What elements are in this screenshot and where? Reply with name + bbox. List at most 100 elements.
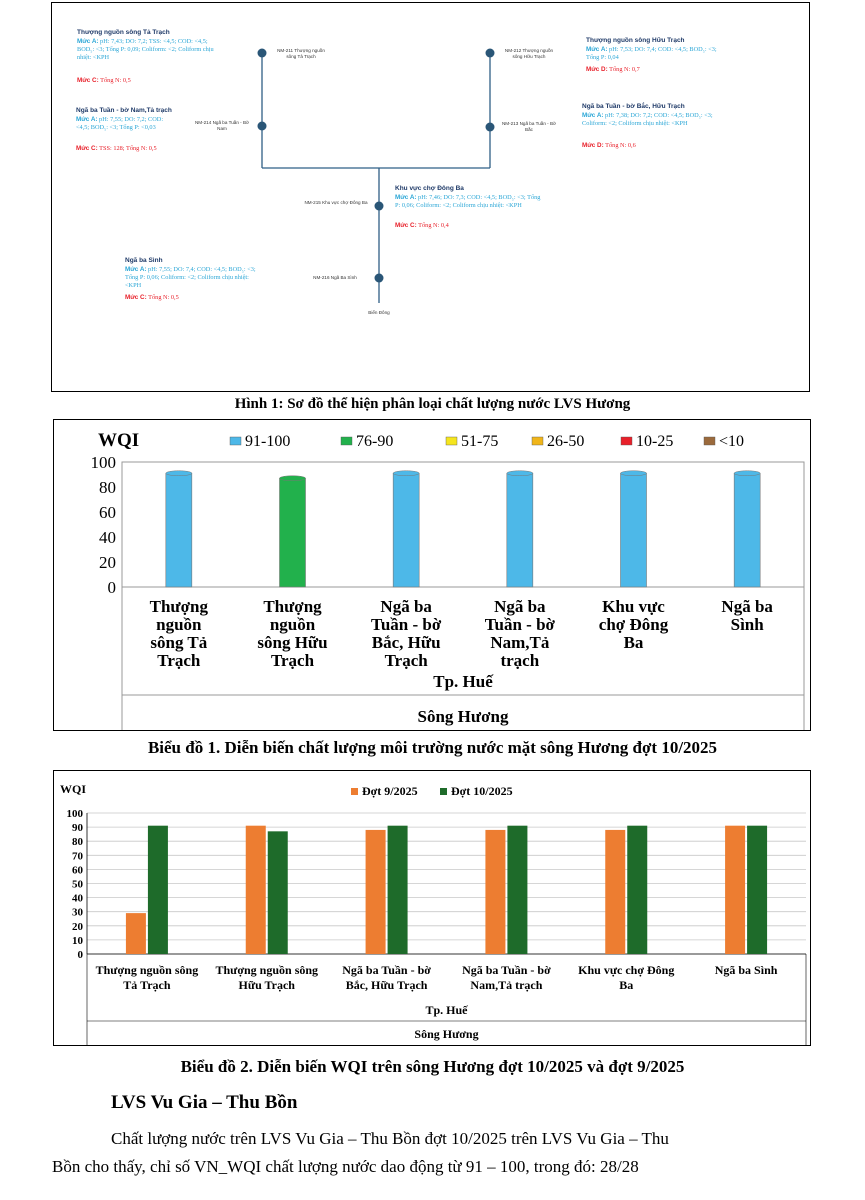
node-title: Ngã ba Sình	[125, 257, 163, 264]
x-tick-label: Khu vực chợ Đông	[578, 963, 674, 977]
node-level-a: Mức A: pH: 7,55; DO: 7,2; COD: <4,5; BOD…	[76, 116, 164, 131]
bar-cap	[279, 475, 306, 481]
outlet-label: Biển Đông	[368, 310, 390, 315]
station-node-211	[257, 48, 267, 58]
x-tick-label: Nam,Tả trạch	[470, 978, 542, 992]
legend-swatch	[351, 788, 358, 795]
x-tick-label: Tuần - bờ	[371, 615, 442, 634]
station-node-214	[257, 121, 267, 131]
x-tick-label: Bắc, Hữu Trạch	[346, 978, 428, 992]
station-label: NM-216 Ngã Ba Sình	[313, 275, 357, 280]
y-tick-label: 80	[72, 836, 84, 848]
figure1-caption: Hình 1: Sơ đồ thể hiện phân loại chất lư…	[234, 396, 631, 412]
node-level-d: Mức D: Tổng N: 0,6	[582, 142, 636, 149]
bar-cap	[392, 470, 420, 476]
x-tick-label: chợ Đông	[599, 615, 669, 634]
x-tick-label: nguồn	[270, 615, 316, 634]
x-tick-label: Thượng	[150, 597, 209, 616]
bar-cap	[620, 470, 647, 476]
station-node-215	[374, 201, 384, 211]
legend-label: 26-50	[547, 433, 584, 450]
y-tick-label: 40	[99, 528, 116, 547]
bar	[507, 825, 528, 954]
river-network	[257, 48, 495, 303]
y-tick-label: 60	[72, 864, 84, 876]
legend-label: <10	[719, 433, 744, 450]
x-tick-label: Ba	[619, 978, 633, 992]
node-level-a: Mức A: pH: 7,46; DO: 7,3; COD: <4,5; BOD…	[395, 194, 541, 209]
bar	[279, 477, 306, 588]
x-tick-label: Ngã ba Sình	[715, 963, 778, 977]
y-tick-label: 20	[99, 553, 116, 572]
y-tick-label: 20	[72, 921, 84, 933]
x-tick-label: Thượng nguồn sông	[215, 963, 318, 977]
chart1-caption: Biểu đồ 1. Diễn biến chất lượng môi trườ…	[147, 738, 718, 757]
bar-cap	[165, 470, 193, 476]
node-level-a: Mức A: pH: 7,38; DO: 7,2; COD: <4,5; BOD…	[582, 112, 713, 127]
station-node-213	[485, 122, 495, 132]
x-tick-label: Ngã ba	[380, 597, 432, 616]
x-tick-label: Nam,Tả	[490, 633, 550, 652]
y-tick-label: 10	[72, 935, 84, 947]
group-label: Tp. Huế	[433, 672, 494, 691]
paragraph-line: Bồn cho thấy, chỉ số VN_WQI chất lượng n…	[52, 1157, 639, 1176]
legend-label: 10-25	[636, 433, 673, 450]
x-tick-label: Ba	[624, 633, 644, 652]
x-tick-label: Trạch	[157, 651, 201, 670]
y-tick-label: 90	[72, 822, 84, 834]
river-diagram: Thượng nguồn sông Tả Trạch Mức A: pH: 7,…	[51, 2, 810, 392]
bar-cap	[733, 470, 761, 476]
legend-label: 51-75	[461, 433, 498, 450]
x-tick-label: Tuần - bờ	[485, 615, 556, 634]
legend-label: 91-100	[245, 433, 290, 450]
node-level-a: Mức A: pH: 7,55; DO: 7,4; COD: <4,5; BOD…	[125, 266, 256, 289]
station-label: NM-213 Ngã ba Tuần - Bờ Bắc	[501, 121, 557, 132]
x-tick-label: Tả Trạch	[123, 978, 171, 992]
station-node-216	[374, 273, 384, 283]
plot-area	[121, 461, 805, 588]
node-level-c: Mức C: Tổng N: 0,4	[395, 222, 449, 229]
x-tick-label: sông Tả	[150, 633, 207, 652]
bar	[245, 825, 266, 954]
chart2-caption: Biểu đồ 2. Diễn biến WQI trên sông Hương…	[180, 1057, 685, 1076]
legend-swatch	[340, 436, 353, 446]
bar	[747, 825, 768, 954]
section-heading: LVS Vu Gia – Thu Bồn	[111, 1092, 298, 1113]
group-label: Sông Hương	[414, 1027, 478, 1041]
legend-swatch	[703, 436, 716, 446]
y-tick-label: 40	[72, 893, 84, 905]
bar	[267, 831, 288, 954]
x-tick-label: nguồn	[156, 615, 202, 634]
node-level-a: Mức A: pH: 7,43; DO: 7,2; TSS: <4,5; COD…	[77, 38, 214, 61]
chart1-container: WQI 0 20 40 60 80 100 91-100 76-90 51-75 26-50 10-2…	[53, 419, 811, 731]
bar	[627, 825, 648, 954]
y-tick-label: 100	[91, 453, 117, 472]
bar	[165, 472, 193, 588]
bar	[506, 472, 534, 588]
x-tick-label: sông Hữu	[257, 633, 327, 652]
legend-swatch	[229, 436, 242, 446]
x-tick-label: Bắc, Hữu	[372, 633, 441, 652]
bar	[392, 472, 420, 588]
x-tick-label: Trạch	[385, 651, 429, 670]
chart2-container: WQI 0 10 20 30 40 50 60 70 80 90 100 Đợt 9/2025 Đợt 1…	[53, 770, 811, 1046]
legend-label: Đợt 10/2025	[451, 784, 513, 798]
node-level-a: Mức A: pH: 7,53; DO: 7,4; COD: <4,5; BOD…	[586, 46, 717, 61]
x-tick-label: Thượng nguồn sông	[96, 963, 199, 977]
legend-label: 76-90	[356, 433, 393, 450]
paragraph-line: Chất lượng nước trên LVS Vu Gia – Thu Bồ…	[111, 1129, 669, 1148]
y-tick-label: 80	[99, 478, 116, 497]
x-tick-label: Khu vực	[602, 597, 665, 616]
y-tick-label: 100	[67, 808, 84, 820]
bar	[485, 829, 506, 954]
x-tick-label: Ngã ba Tuần - bờ	[462, 963, 551, 977]
bar-cap	[506, 470, 534, 476]
group-label: Sông Hương	[418, 707, 509, 726]
x-tick-label: Hữu Trạch	[239, 978, 296, 992]
bar	[605, 829, 626, 954]
bar	[733, 472, 761, 588]
station-label: NM-211 Thượng nguồn sông Tả Trạch	[277, 48, 325, 59]
station-label: NM-215 Khu vực chợ Đông Ba	[304, 200, 368, 205]
node-level-d: Mức D: Tổng N: 0,7	[586, 66, 640, 73]
node-title: Khu vực chợ Đông Ba	[395, 185, 464, 192]
